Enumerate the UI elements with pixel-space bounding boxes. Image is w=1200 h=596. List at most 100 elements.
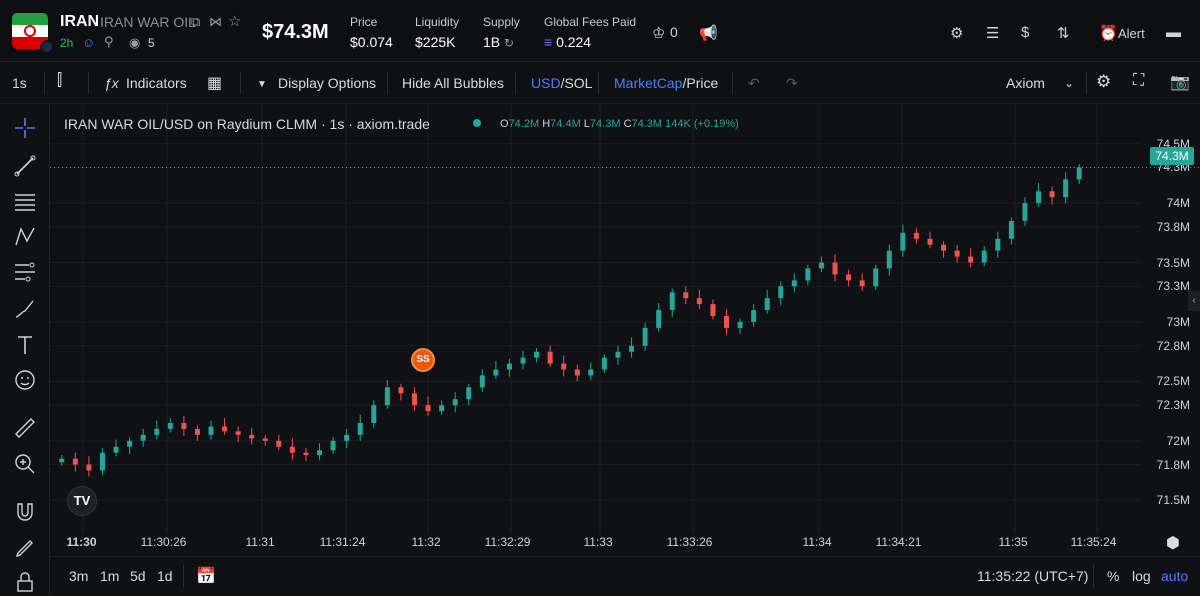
candle-body — [696, 298, 702, 305]
fullscreen-icon[interactable]: ⛶ — [1133, 72, 1145, 89]
candle-body — [1063, 179, 1069, 198]
chart-settings-icon[interactable]: ⚙ — [1096, 72, 1112, 91]
candle-body — [357, 422, 363, 435]
token-name[interactable]: IRAN WAR OIL — [100, 14, 196, 30]
megaphone-icon[interactable]: 📢 — [699, 25, 718, 42]
x-tick-label: 11:30 — [66, 535, 97, 549]
current-price-tag: 74.3M — [1150, 147, 1194, 165]
y-tick-label: 71.5M — [1156, 493, 1190, 508]
emoji-icon[interactable] — [13, 368, 37, 392]
camera-icon[interactable]: 📷 — [1170, 74, 1190, 91]
layout-icon[interactable]: ▬ — [1166, 24, 1181, 41]
user-icon[interactable]: ☺ — [82, 35, 96, 50]
x-tick-label: 11:31 — [245, 535, 275, 549]
horizontal-lines-icon[interactable] — [13, 190, 37, 214]
currency-toggle[interactable]: USD/SOL — [531, 75, 593, 91]
zoom-in-icon[interactable] — [13, 452, 37, 476]
text-icon[interactable] — [13, 333, 37, 357]
search-icon[interactable]: ⚲ — [104, 34, 114, 49]
trade-bubble[interactable]: SS — [411, 348, 435, 372]
range-1m[interactable]: 1m — [100, 568, 120, 584]
lock-icon[interactable] — [13, 570, 37, 594]
candle-body — [818, 262, 824, 269]
candle-body — [764, 298, 770, 311]
candle-body — [303, 452, 309, 456]
chart-toolbar: 1s ⫿ ƒx Indicators ▦ ▼ Display Options H… — [0, 62, 1200, 104]
candle-body — [439, 405, 445, 412]
refresh-icon: ↻ — [504, 36, 515, 50]
fx-icon[interactable]: ƒx — [104, 75, 119, 91]
list-icon[interactable]: ☰ — [986, 25, 1000, 42]
scale-settings-icon[interactable]: ⬢ — [1166, 535, 1180, 552]
crosshair-icon[interactable] — [13, 116, 37, 140]
range-3m[interactable]: 3m — [69, 568, 89, 584]
dollar-icon[interactable]: $ — [1021, 24, 1030, 41]
copy-icon[interactable]: ⧉ — [191, 14, 201, 29]
edit-lock-icon[interactable] — [13, 536, 37, 560]
goto-date-icon[interactable]: 📅 — [196, 568, 216, 585]
candle-body — [276, 440, 282, 447]
view-count: 5 — [148, 36, 155, 50]
auto-toggle[interactable]: auto — [1161, 568, 1189, 584]
candle-body — [1008, 220, 1014, 239]
settings-icon[interactable]: ⚙ — [950, 25, 964, 42]
log-toggle[interactable]: log — [1132, 568, 1151, 584]
candle-body — [466, 387, 472, 400]
ruler-icon[interactable] — [13, 416, 37, 440]
y-tick-label: 72.8M — [1156, 338, 1190, 353]
candle-body — [411, 393, 417, 406]
drawing-toolbar — [0, 104, 50, 596]
pattern-icon[interactable] — [13, 225, 37, 249]
ohlc-readout: O74.2M H74.4M L74.3M C74.3M 144K (+0.19%… — [500, 118, 739, 130]
chevron-down-icon[interactable]: ⌄ — [1064, 76, 1075, 90]
alert-button[interactable]: Alert — [1118, 26, 1145, 41]
redo-icon[interactable]: ↷ — [786, 75, 798, 91]
marketcap-price-toggle[interactable]: MarketCap/Price — [614, 75, 719, 91]
candle-body — [167, 422, 173, 429]
bottom-bar: 3m 1m 5d 1d 📅 11:35:22 (UTC+7) % log aut… — [50, 556, 1200, 596]
candle-body — [398, 387, 404, 394]
caret-down-icon[interactable]: ▼ — [257, 79, 267, 90]
interval-selector[interactable]: 1s — [12, 75, 27, 91]
trend-line-icon[interactable] — [13, 154, 37, 178]
crown-icon[interactable]: ♔ — [652, 25, 666, 42]
y-tick-label: 74M — [1166, 196, 1190, 211]
candle-body — [941, 244, 947, 251]
fib-icon[interactable] — [13, 260, 37, 284]
percent-toggle[interactable]: % — [1107, 568, 1120, 584]
alarm-icon[interactable]: ⏰ — [1099, 25, 1118, 42]
share-icon[interactable]: ⋈ — [209, 14, 222, 29]
x-tick-label: 11:34:21 — [875, 535, 922, 549]
candle-body — [493, 369, 499, 376]
range-5d[interactable]: 5d — [130, 568, 146, 584]
display-options-button[interactable]: Display Options — [278, 75, 377, 91]
candle-body — [656, 310, 662, 328]
candle-body — [1076, 167, 1082, 180]
collapse-panel-icon[interactable]: ‹ — [1188, 291, 1200, 311]
y-tick-label: 73.3M — [1156, 279, 1190, 294]
source-selector[interactable]: Axiom — [1006, 75, 1045, 91]
token-avatar[interactable] — [12, 13, 48, 49]
candlestick-chart[interactable] — [50, 104, 1200, 554]
candle-type-icon[interactable]: ⫿ — [57, 72, 63, 89]
tradingview-logo[interactable]: TV — [67, 486, 97, 516]
magnet-icon[interactable] — [13, 500, 37, 524]
candle-body — [344, 434, 350, 441]
brush-icon[interactable] — [13, 297, 37, 321]
hide-bubbles-button[interactable]: Hide All Bubbles — [402, 75, 504, 91]
candle-body — [140, 434, 146, 441]
candle-body — [981, 250, 987, 263]
x-tick-label: 11:32 — [411, 535, 441, 549]
candle-body — [642, 327, 648, 346]
indicators-button[interactable]: Indicators — [126, 75, 187, 91]
clock-readout[interactable]: 11:35:22 (UTC+7) — [977, 568, 1089, 584]
x-tick-label: 11:34 — [802, 535, 832, 549]
star-icon[interactable]: ☆ — [228, 13, 242, 30]
status-dot — [473, 119, 481, 127]
templates-icon[interactable]: ▦ — [207, 75, 223, 92]
undo-icon[interactable]: ↶ — [748, 75, 760, 91]
swap-icon[interactable]: ⇅ — [1057, 25, 1070, 42]
x-tick-label: 11:30:26 — [140, 535, 187, 549]
candle-body — [832, 262, 838, 275]
range-1d[interactable]: 1d — [157, 568, 173, 584]
